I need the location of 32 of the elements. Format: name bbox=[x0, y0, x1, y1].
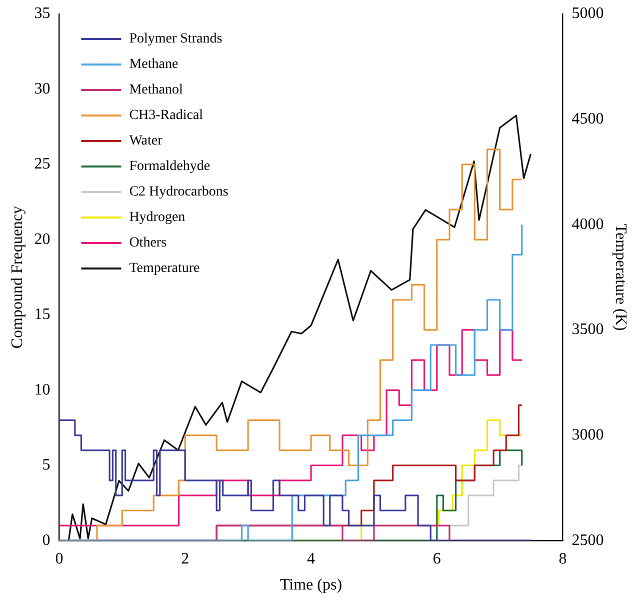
x-tick-label: 6 bbox=[432, 550, 441, 568]
legend-label: Hydrogen bbox=[129, 210, 186, 226]
x-tick-label: 0 bbox=[55, 550, 64, 568]
y2-tick-label: 3000 bbox=[572, 426, 604, 444]
x-tick-label: 2 bbox=[181, 550, 190, 568]
legend-label: C2 Hydrocarbons bbox=[129, 184, 228, 200]
legend-label: Methane bbox=[129, 57, 178, 72]
x-axis-title: Time (ps) bbox=[280, 576, 342, 594]
y2-axis-title: Temperature (K) bbox=[612, 224, 630, 331]
legend-label: Water bbox=[129, 134, 163, 149]
y-axis-title: Compound Frequency bbox=[8, 206, 26, 349]
x-tick-label: 4 bbox=[307, 550, 315, 568]
y-tick-label: 10 bbox=[34, 381, 50, 398]
legend-label: Polymer Strands bbox=[129, 32, 222, 47]
y-tick-label: 25 bbox=[34, 156, 50, 173]
legend-label: Others bbox=[129, 236, 167, 251]
y-tick-label: 15 bbox=[34, 306, 50, 324]
y2-tick-label: 3500 bbox=[572, 321, 604, 338]
y2-tick-label: 2500 bbox=[572, 532, 604, 549]
legend-label: Formaldehyde bbox=[129, 159, 210, 174]
y2-tick-label: 4000 bbox=[572, 216, 604, 233]
y2-tick-label: 5000 bbox=[572, 5, 604, 22]
legend-label: CH3-Radical bbox=[129, 108, 204, 124]
y-tick-label: 30 bbox=[34, 80, 50, 98]
y-tick-label: 5 bbox=[42, 456, 50, 474]
y-tick-label: 0 bbox=[42, 532, 50, 549]
y-tick-label: 20 bbox=[34, 230, 50, 248]
legend-label: Temperature bbox=[129, 261, 200, 276]
y-tick-label: 35 bbox=[34, 5, 50, 22]
x-tick-label: 8 bbox=[558, 550, 567, 568]
y2-tick-label: 4500 bbox=[572, 110, 604, 128]
legend-label: Methanol bbox=[129, 82, 183, 98]
